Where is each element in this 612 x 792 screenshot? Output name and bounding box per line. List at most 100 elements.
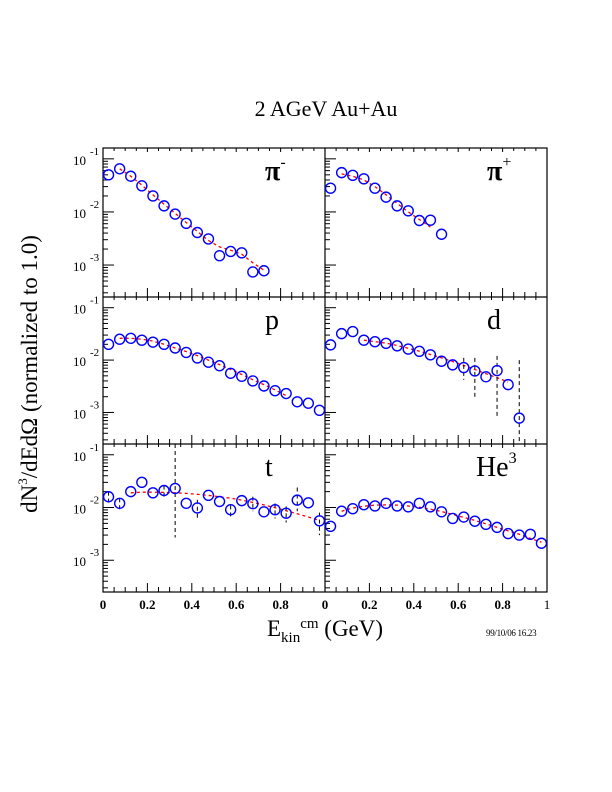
data-point: [280, 387, 292, 400]
data-point: [358, 334, 370, 346]
data-point: [224, 367, 237, 379]
particle-label-pi-minus: π-: [265, 154, 286, 187]
data-point: [202, 356, 215, 368]
x-axis-label-subscript: kin: [281, 630, 301, 646]
data-point: [446, 512, 459, 525]
data-point: [125, 170, 137, 182]
data-point: [302, 397, 315, 409]
data-point: [180, 346, 192, 359]
data-point: [213, 249, 226, 262]
data-point: [424, 501, 437, 513]
y-tick-label-exponent: -3: [90, 547, 100, 559]
fit-curve-helium3: [341, 504, 542, 543]
data-point: [147, 487, 159, 499]
data-point: [236, 370, 248, 383]
data-point: [369, 336, 381, 348]
panel-proton: p 10 -1 10 -2 10 -3: [73, 295, 326, 444]
data-point: [158, 200, 170, 212]
particle-label-proton: p: [265, 305, 279, 336]
data-point: [258, 265, 270, 277]
data-point: [247, 498, 259, 510]
x-tick-label: 0.6: [450, 597, 467, 612]
data-point: [369, 500, 381, 512]
data-point: [102, 338, 115, 351]
data-point: [458, 361, 470, 374]
y-tick-label: 10 -2: [73, 495, 99, 517]
data-point: [502, 378, 514, 391]
y-tick-label-base: 10: [73, 502, 86, 517]
data-point: [169, 482, 181, 495]
particle-label-superscript: -: [280, 154, 285, 171]
particle-label-triton: t: [265, 452, 273, 483]
data-point: [191, 502, 204, 514]
data-point: [358, 499, 370, 511]
y-tick-label: 10 -1: [73, 295, 99, 317]
data-point: [269, 503, 281, 516]
data-point: [191, 352, 204, 364]
data-point: [391, 500, 403, 512]
data-point: [413, 214, 426, 227]
data-point: [269, 385, 281, 397]
data-point: [380, 497, 392, 510]
data-point: [113, 163, 126, 175]
y-tick-label-exponent: -3: [90, 399, 100, 411]
panel-pi-minus: π- 10 -1 10 -2 10 -3: [73, 146, 326, 297]
data-point: [347, 169, 359, 181]
data-point: [169, 208, 181, 220]
data-point: [391, 340, 403, 352]
data-point: [446, 359, 459, 371]
data-point: [324, 182, 337, 194]
x-tick-label: 0.4: [406, 597, 423, 612]
particle-label-text: He: [476, 452, 509, 483]
data-point: [469, 515, 481, 527]
data-point: [335, 327, 348, 340]
data-point: [335, 505, 348, 517]
chart-title: 2 AGeV Au+Au: [254, 96, 398, 121]
particle-label-superscript: 3: [509, 450, 517, 467]
y-tick-label-base: 10: [73, 449, 86, 464]
data-point: [236, 494, 248, 507]
y-tick-label-base: 10: [73, 354, 86, 369]
data-point: [480, 371, 492, 383]
data-point: [291, 494, 303, 506]
y-tick-label: 10 -3: [73, 252, 100, 274]
data-point: [236, 247, 248, 259]
particle-label-helium3: He3: [476, 450, 517, 483]
y-tick-label: 10 -1: [73, 146, 99, 168]
data-point: [313, 515, 326, 527]
y-tick-label: 10 -2: [73, 199, 99, 221]
data-point: [202, 489, 215, 502]
data-point: [180, 497, 192, 510]
panel-triton: t 10 -1 10 -2 10 -3: [73, 442, 326, 592]
fit-curve-proton: [119, 337, 287, 397]
data-point: [113, 333, 126, 345]
data-point: [402, 343, 414, 355]
x-tick-label: 0.6: [228, 597, 245, 612]
data-point: [535, 537, 548, 549]
data-point: [302, 497, 315, 509]
data-point: [125, 485, 137, 498]
data-point: [313, 404, 326, 416]
panel-helium3: He3: [324, 444, 548, 592]
x-tick-label: 0: [100, 597, 107, 612]
data-point: [136, 334, 148, 346]
data-point: [224, 503, 237, 516]
particle-label-text: d: [487, 305, 501, 336]
data-point: [158, 338, 170, 351]
data-point: [202, 233, 215, 245]
x-axis-label: Ekincm (GeV): [0, 616, 612, 647]
panel-pi-plus: π+: [324, 148, 548, 297]
data-point: [435, 506, 448, 518]
x-tick-label: 0.8: [272, 597, 289, 612]
data-point: [213, 495, 226, 508]
data-point: [524, 528, 537, 541]
fit-curve-pi-plus: [341, 173, 431, 228]
data-point: [513, 412, 525, 424]
particle-label-pi-plus: π+: [487, 154, 511, 187]
x-tick-label: 0.8: [494, 597, 511, 612]
data-point: [458, 511, 470, 523]
panel-deuteron: d: [324, 297, 548, 444]
x-tick-label: 0.4: [184, 597, 201, 612]
y-tick-label-exponent: -1: [90, 442, 99, 454]
data-point: [147, 336, 159, 348]
